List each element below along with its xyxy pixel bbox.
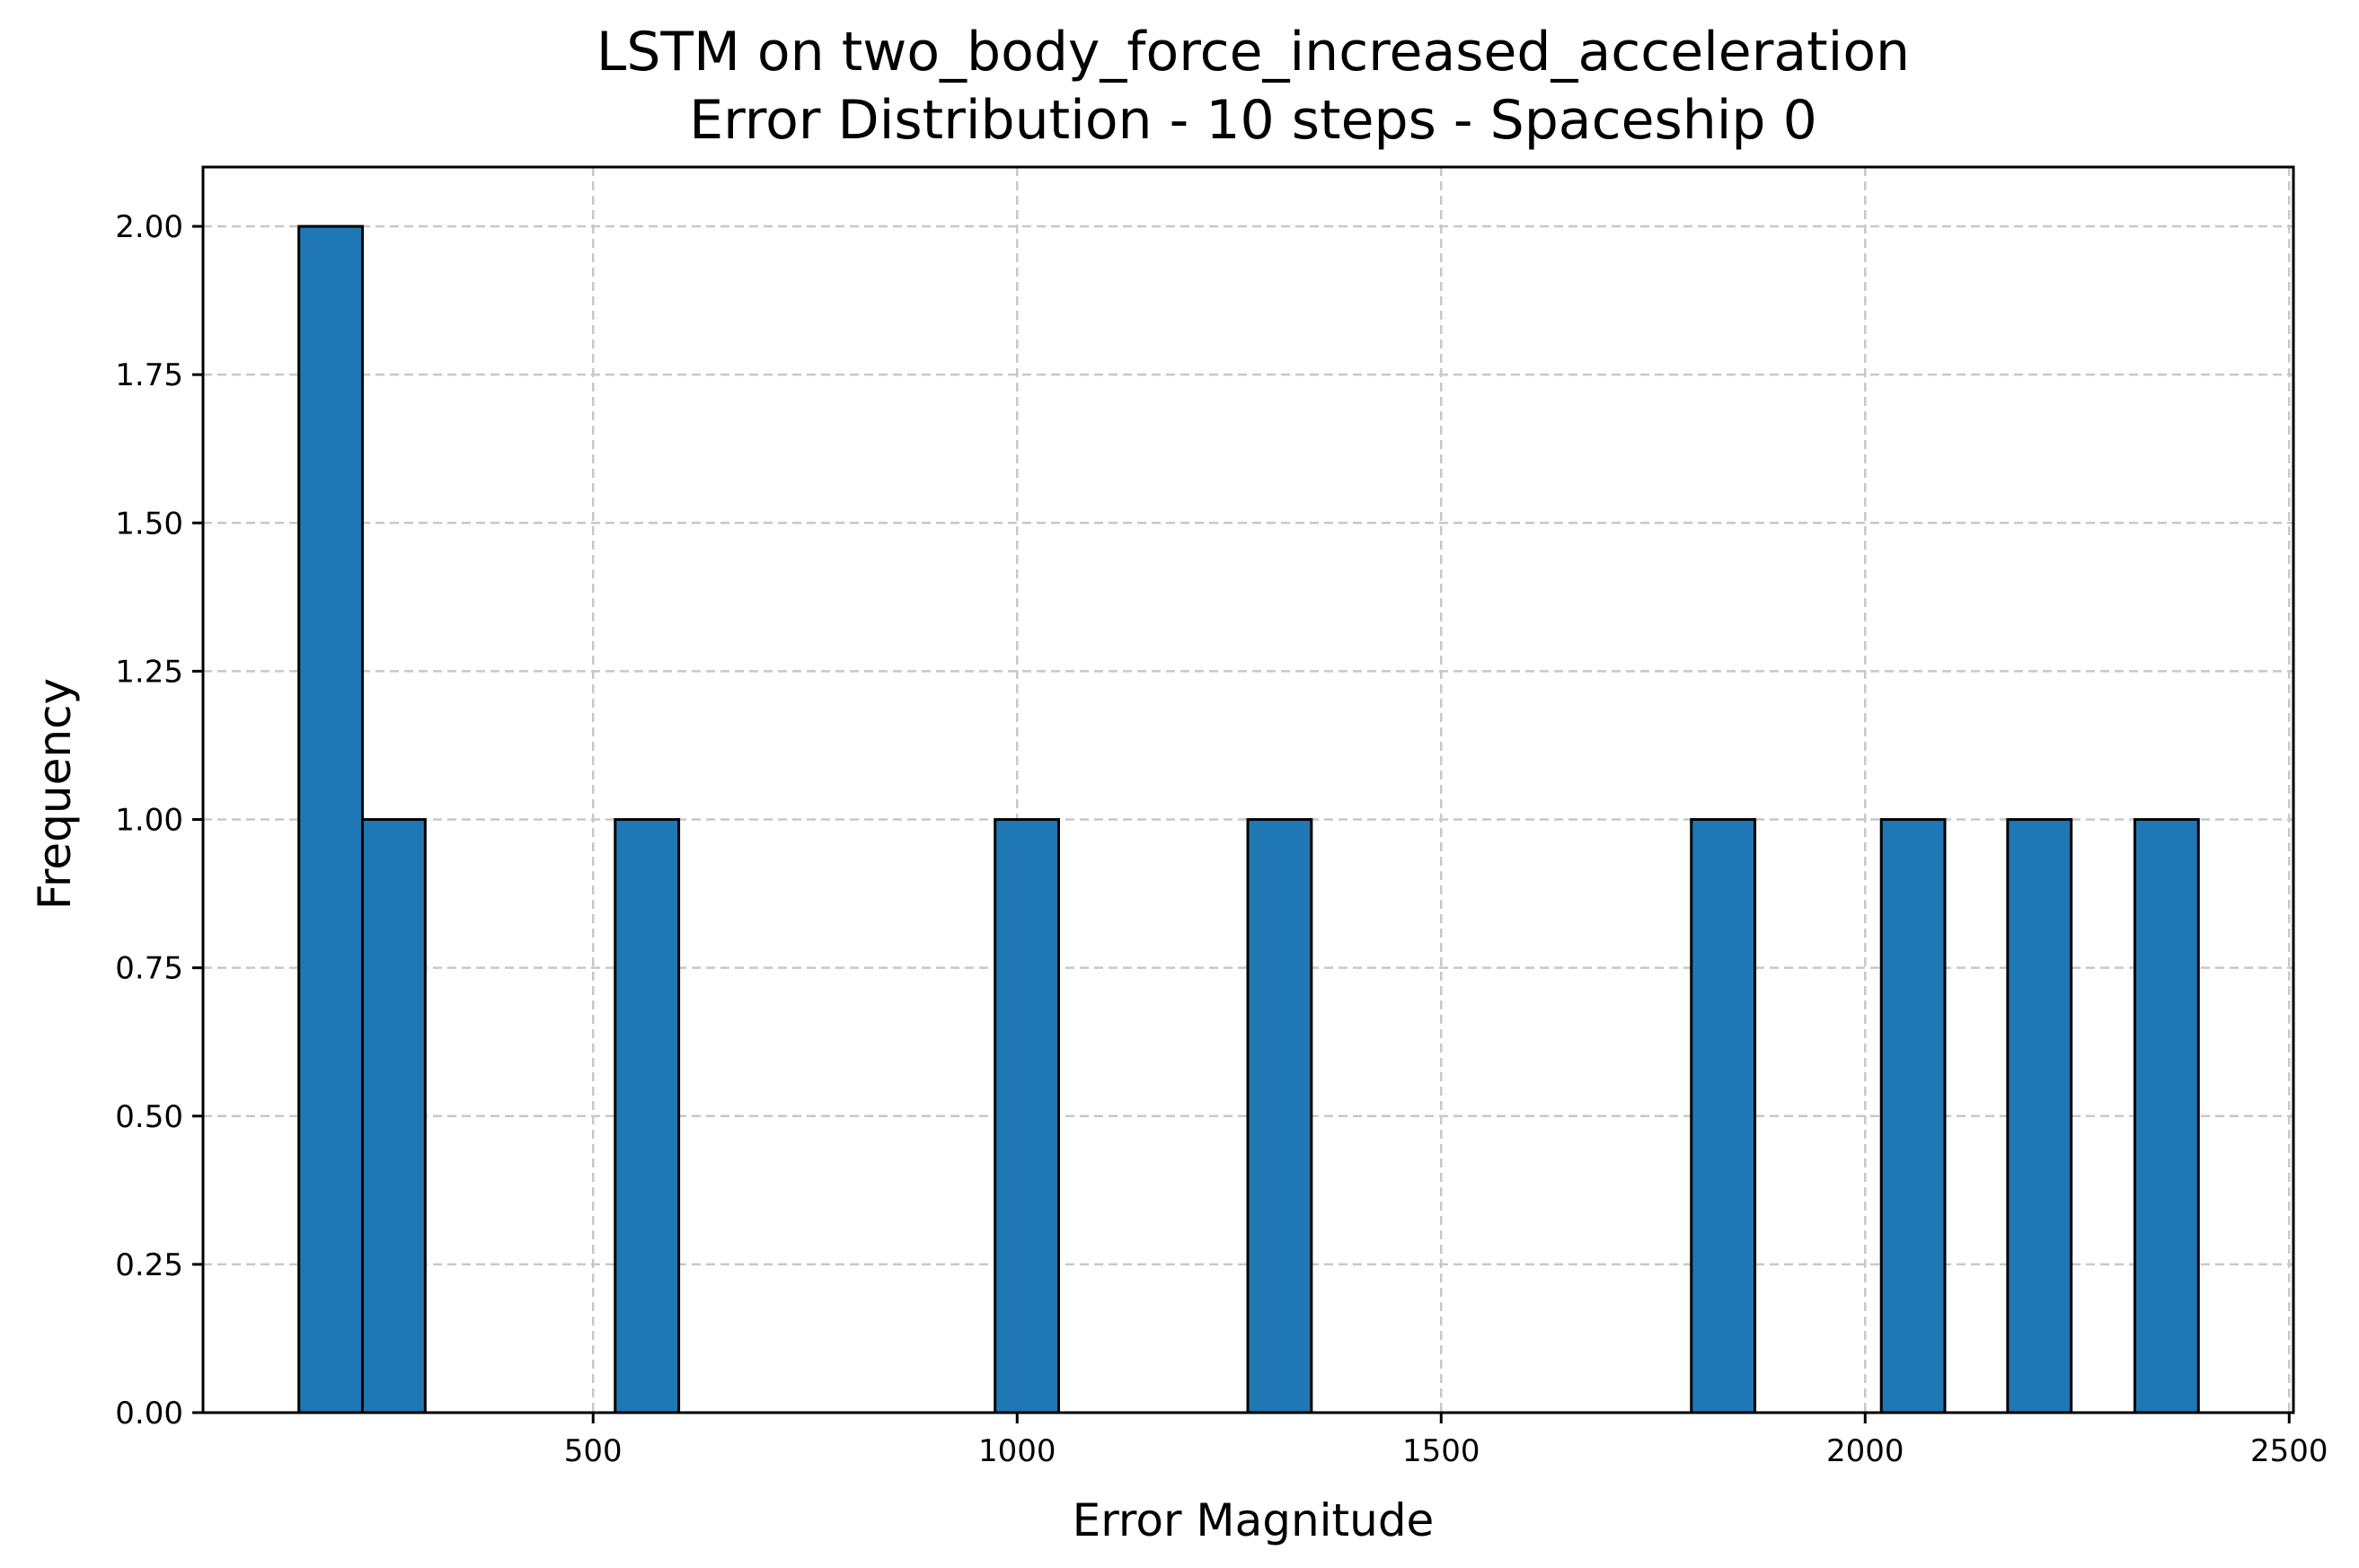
- x-tick-label: 1500: [1402, 1433, 1480, 1469]
- x-tick-label: 2500: [2250, 1433, 2328, 1469]
- x-tick-label: 1000: [978, 1433, 1056, 1469]
- plot-area-frame: [201, 165, 2295, 1414]
- x-axis-label: Error Magnitude: [1073, 1494, 1435, 1546]
- histogram-bar: [994, 818, 1061, 1414]
- histogram-bar: [2006, 818, 2073, 1414]
- histogram-bar: [2133, 818, 2200, 1414]
- y-tick-label: 0.75: [115, 951, 183, 987]
- y-tick-label: 0.50: [115, 1099, 183, 1135]
- y-axis-label: Frequency: [29, 678, 81, 910]
- y-tick-label: 1.50: [115, 506, 183, 542]
- y-tick-label: 1.00: [115, 803, 183, 839]
- y-tick-label: 2.00: [115, 209, 183, 245]
- x-tick-label: 2000: [1826, 1433, 1904, 1469]
- y-tick-label: 0.25: [115, 1247, 183, 1283]
- y-tick-label: 1.25: [115, 654, 183, 690]
- x-axis-ticks: 500 1000 1500 2000 2500: [564, 1413, 2328, 1469]
- histogram-bar: [297, 225, 364, 1414]
- chart-title: LSTM on two_body_force_increased_acceler…: [596, 21, 1910, 84]
- histogram-bar: [1879, 818, 1947, 1414]
- histogram-bar: [1246, 818, 1313, 1414]
- histogram-bar: [614, 818, 681, 1414]
- y-axis-ticks: 0.00 0.25 0.50 0.75 1.00 1.25 1.50 1.75 2.00: [115, 209, 203, 1431]
- chart-subtitle: Error Distribution - 10 steps - Spaceshi…: [689, 89, 1817, 152]
- histogram-bar: [1690, 818, 1757, 1414]
- x-tick-label: 500: [564, 1433, 623, 1469]
- histogram-bar: [360, 818, 427, 1414]
- y-tick-label: 1.75: [115, 357, 183, 393]
- y-tick-label: 0.00: [115, 1396, 183, 1431]
- histogram-bars: [297, 225, 2200, 1414]
